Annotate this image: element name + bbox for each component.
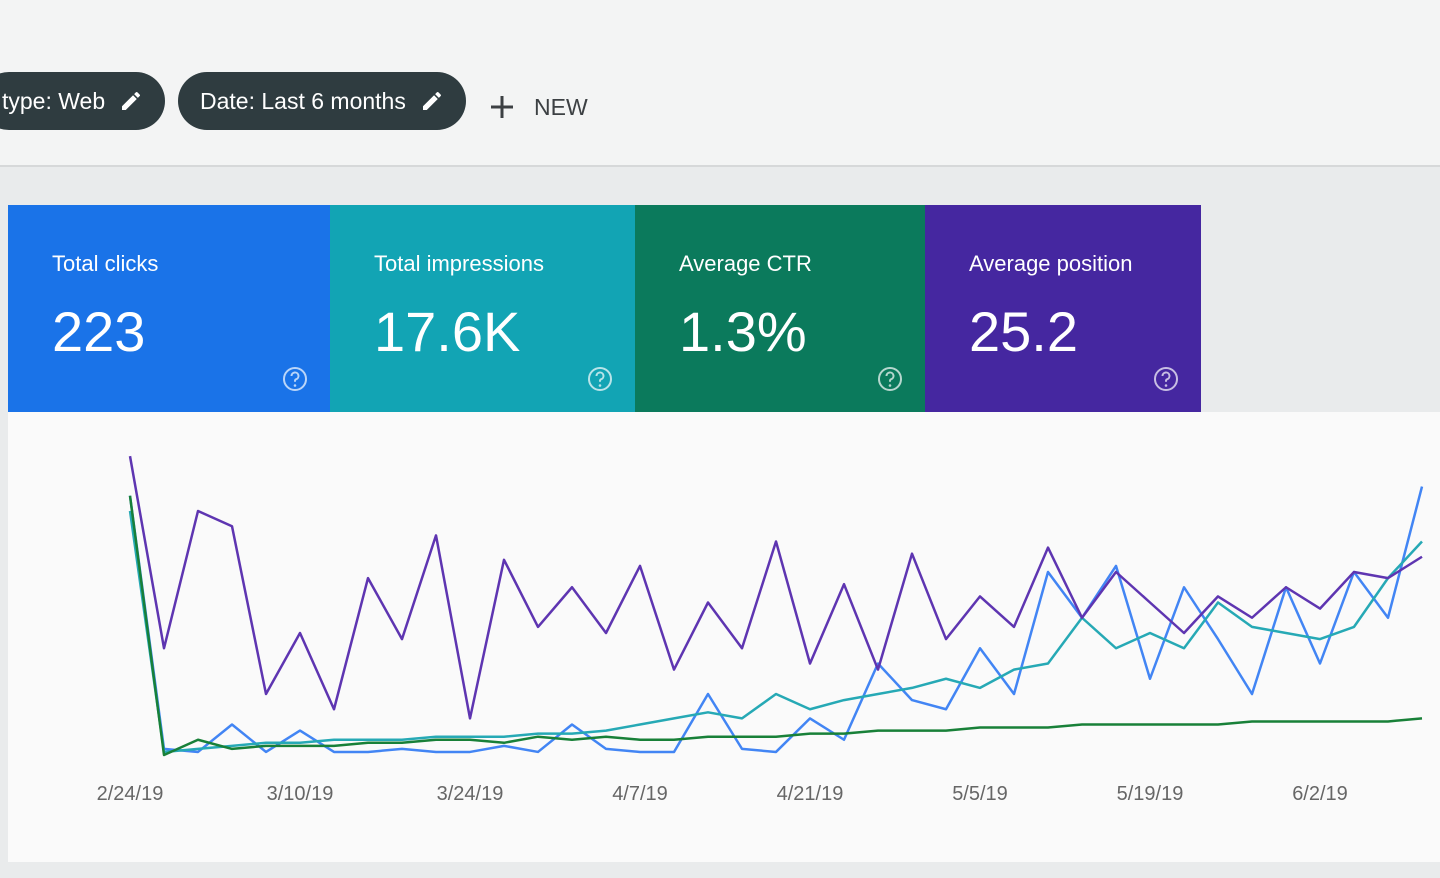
chart-panel [8, 412, 1440, 862]
metric-cards: Total clicks 223 Total impressions 17.6K Ave… [8, 205, 1201, 412]
help-icon[interactable] [587, 366, 613, 392]
metric-label: Total impressions [374, 251, 544, 276]
filter-chip[interactable]: type: Web [0, 72, 166, 130]
metric-label: Average position [969, 251, 1133, 276]
metric-card[interactable]: Total clicks 223 [8, 205, 330, 412]
chart: 2/24/19 3/10/19 3/24/19 4/7/19 4/21/19 5/5/19… [97, 455, 1424, 805]
metric-value: 17.6K [374, 300, 521, 363]
chip-label: Date: Last 6 months [200, 87, 406, 114]
x-tick-label: 5/5/19 [952, 783, 1008, 805]
metric-value: 1.3% [679, 300, 807, 363]
filter-bar: type: Web Date: Last 6 months NEW [0, 0, 1440, 167]
metric-value: 25.2 [969, 300, 1078, 363]
metric-value: 223 [52, 300, 146, 363]
plus-icon [491, 96, 513, 118]
x-tick-label: 4/7/19 [612, 783, 668, 805]
series-line [128, 486, 1424, 754]
x-tick-label: 3/10/19 [267, 783, 334, 805]
help-icon[interactable] [282, 366, 308, 392]
series-line [128, 455, 1423, 720]
metric-card[interactable]: Total impressions 17.6K [330, 205, 635, 412]
button-label: NEW [534, 93, 588, 120]
x-tick-label: 4/21/19 [777, 783, 844, 805]
x-tick-label: 2/24/19 [97, 783, 164, 805]
x-tick-label: 5/19/19 [1117, 783, 1184, 805]
edit-icon [122, 91, 141, 110]
chip-label: type: Web [2, 87, 106, 114]
new-filter-button[interactable]: NEW [488, 82, 588, 132]
metric-card[interactable]: Average CTR 1.3% [635, 205, 925, 412]
filter-chip[interactable]: Date: Last 6 months [178, 72, 466, 130]
series-line [128, 510, 1423, 754]
x-tick-label: 6/2/19 [1292, 783, 1348, 805]
edit-icon [422, 91, 441, 110]
series-line [128, 495, 1423, 757]
help-icon[interactable] [877, 366, 903, 392]
help-icon[interactable] [1153, 366, 1179, 392]
metric-label: Average CTR [679, 251, 812, 276]
metric-label: Total clicks [52, 251, 159, 276]
metric-card[interactable]: Average position 25.2 [925, 205, 1201, 412]
x-tick-label: 3/24/19 [437, 783, 504, 805]
